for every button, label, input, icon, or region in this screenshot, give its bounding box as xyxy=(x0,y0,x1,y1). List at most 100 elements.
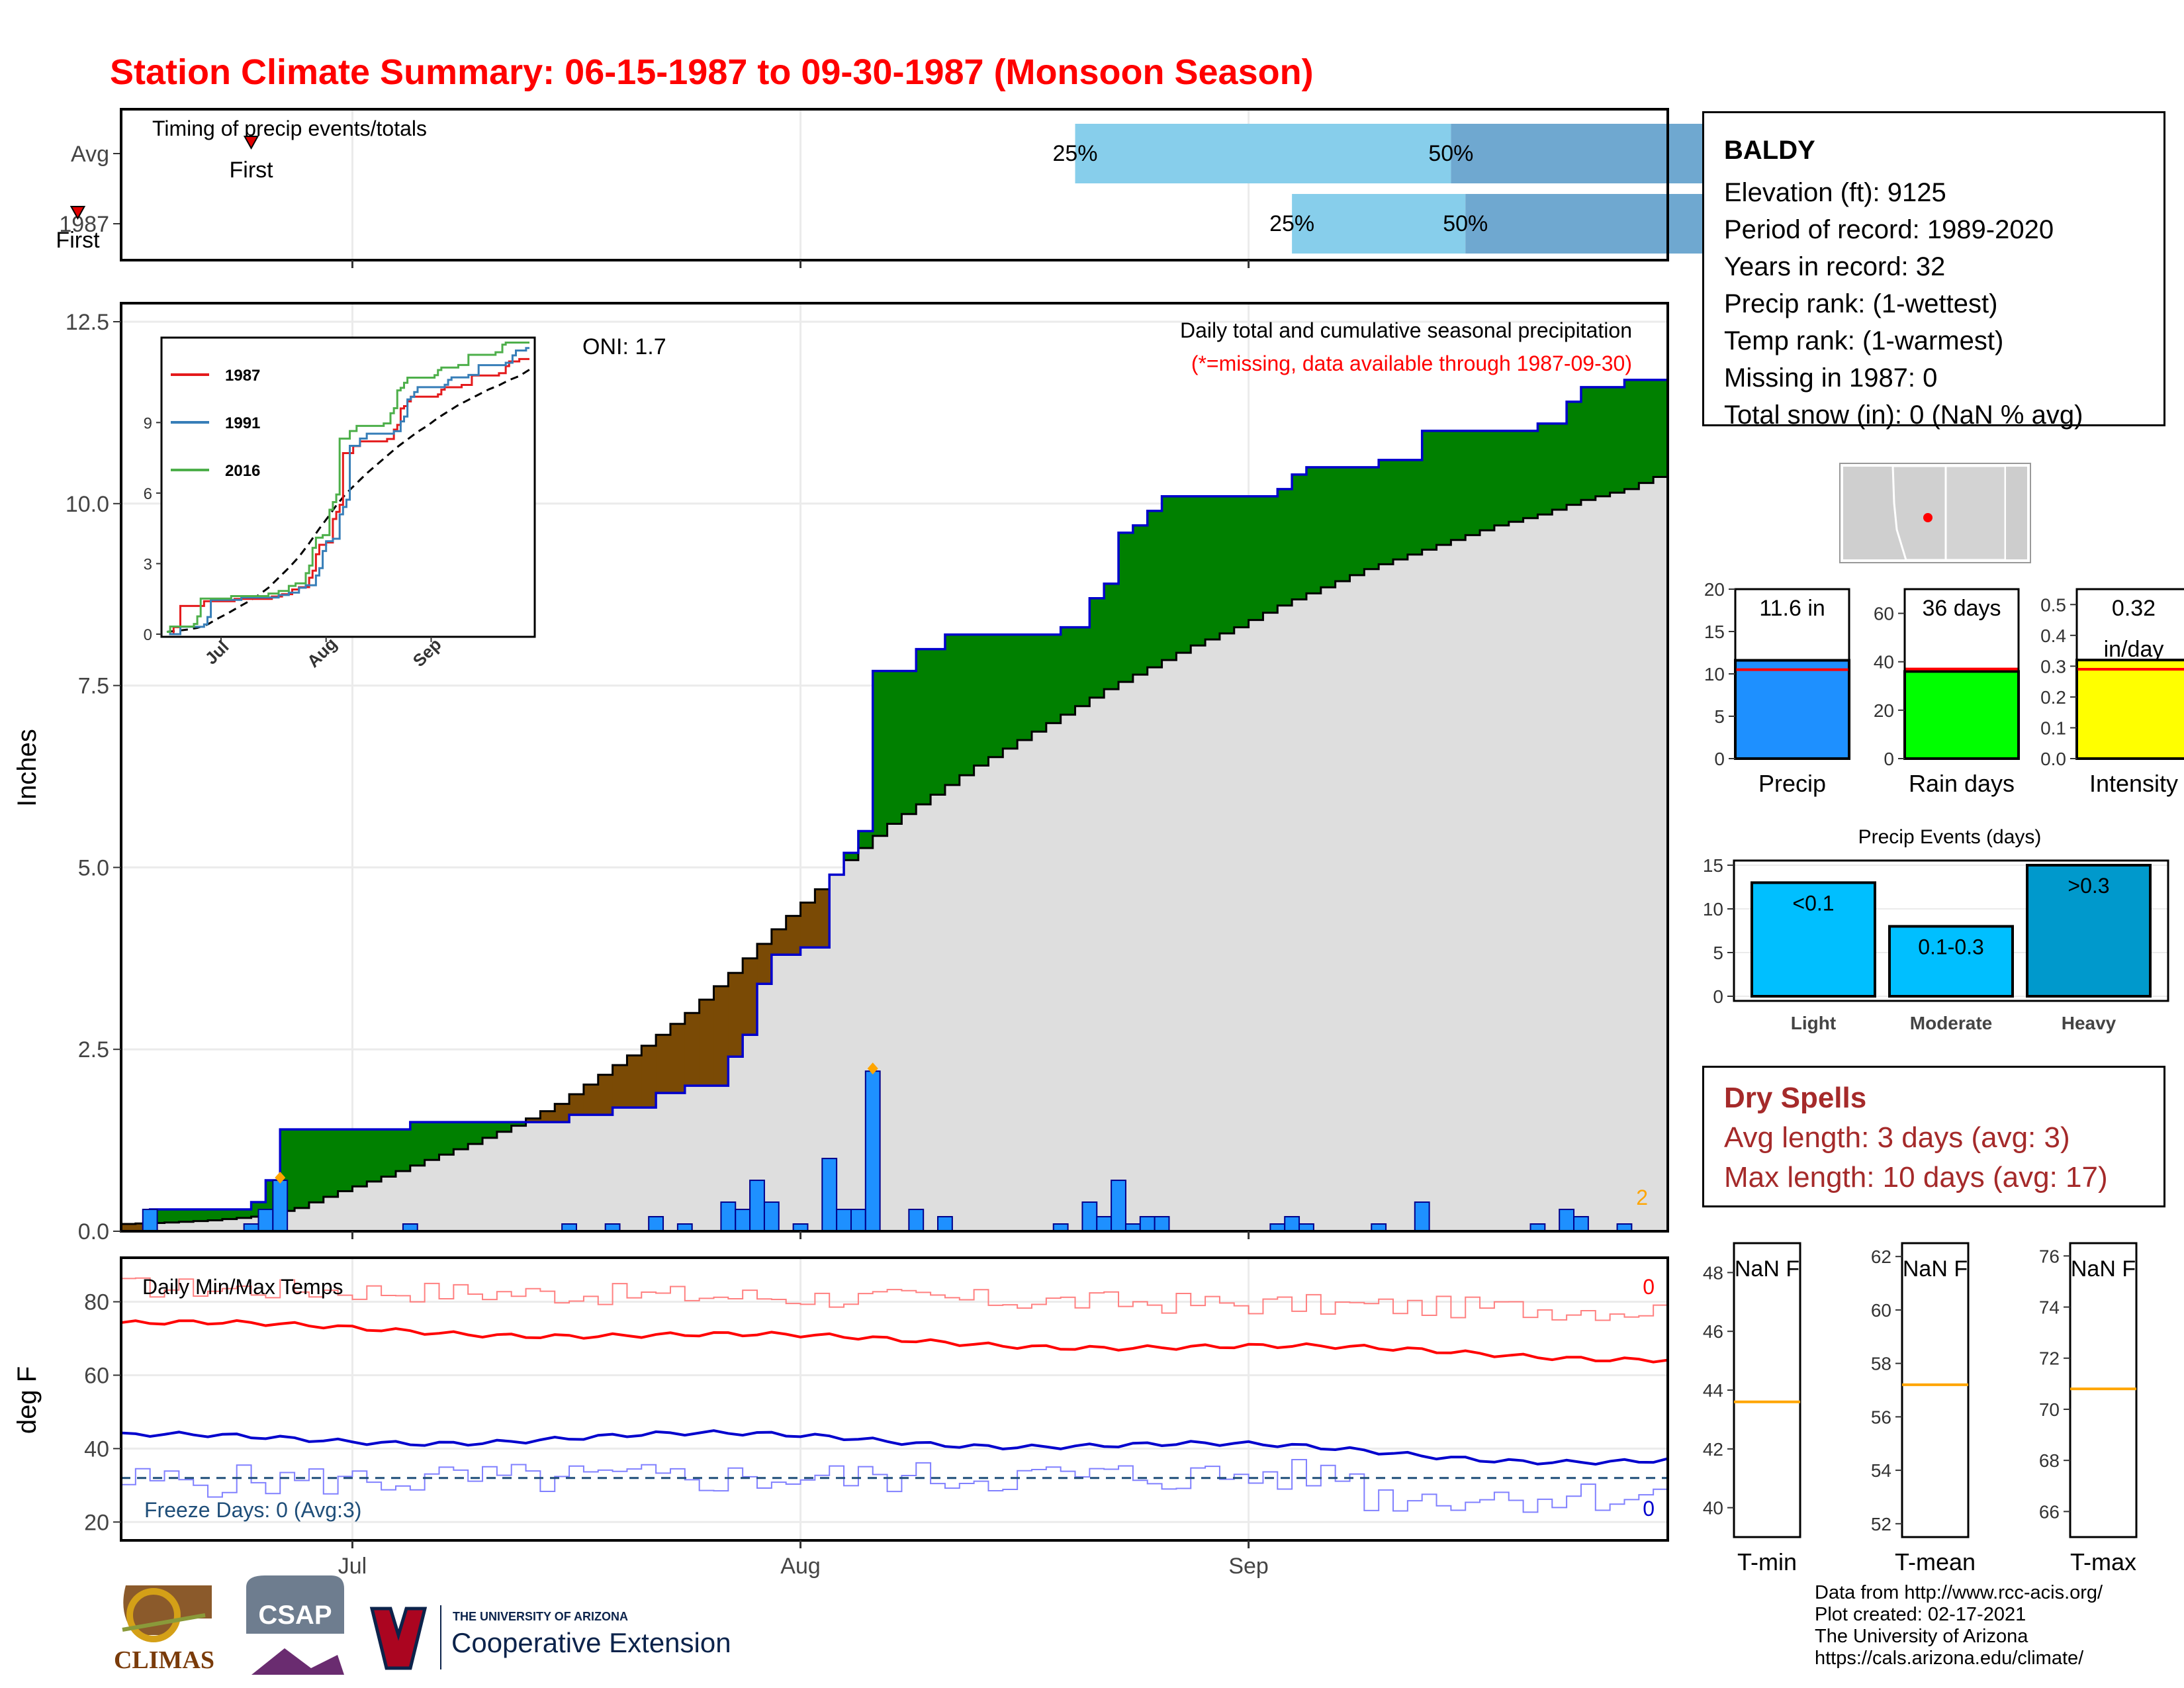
timing-row-label: 1987 xyxy=(59,212,109,237)
temp-ylabel: deg F xyxy=(13,1366,42,1434)
above-avg-area xyxy=(931,649,946,795)
above-avg-area xyxy=(482,1122,498,1138)
above-avg-area xyxy=(439,1122,454,1155)
ua-logo-big-text: Cooperative Extension xyxy=(451,1627,731,1658)
freeze-days-label: Freeze Days: 0 (Avg:3) xyxy=(144,1498,361,1522)
page-title: Station Climate Summary: 06-15-1987 to 0… xyxy=(110,52,1314,92)
events-ytick-label: 5 xyxy=(1713,943,1723,963)
events-frame xyxy=(1733,859,2169,1002)
below-avg-area xyxy=(555,1103,570,1123)
events-title: Precip Events (days) xyxy=(1858,826,2042,848)
above-avg-area xyxy=(1537,423,1553,515)
credit-line: The University of Arizona xyxy=(1815,1626,2028,1647)
timing-row-label: Avg xyxy=(71,142,109,167)
stat-box-frame xyxy=(1903,588,2020,760)
below-avg-area xyxy=(670,1023,686,1094)
above-avg-area xyxy=(222,1209,238,1219)
above-avg-area xyxy=(453,1122,469,1150)
inset-ytick-label: 6 xyxy=(144,485,152,503)
tbox-value: NaN F xyxy=(1903,1256,1968,1282)
stat-value-sub: in/day xyxy=(2104,637,2164,662)
map-state-az xyxy=(1891,465,1947,561)
csap-mountain-icon xyxy=(251,1648,344,1675)
above-avg-area xyxy=(944,634,960,785)
above-avg-area xyxy=(1031,634,1047,732)
inset-series-line xyxy=(167,357,529,635)
above-avg-area xyxy=(1046,634,1062,724)
dry-spells-title: Dry Spells xyxy=(1724,1082,1867,1114)
tbox-label: T-max xyxy=(2070,1548,2136,1575)
stat-ytick-label: 0.5 xyxy=(2040,594,2066,615)
above-avg-area xyxy=(308,1129,324,1203)
days-over-count: 2 xyxy=(1636,1186,1648,1209)
above-avg-area xyxy=(193,1209,208,1221)
above-avg-area xyxy=(1320,467,1336,588)
map-state-nm xyxy=(1944,465,2007,561)
events-bar xyxy=(1888,925,2014,998)
above-avg-area xyxy=(295,1129,310,1208)
above-avg-area xyxy=(1567,401,1582,505)
events-bar xyxy=(1751,881,1876,998)
events-bar-label: >0.3 xyxy=(2068,874,2109,898)
timing-box-25-50 xyxy=(1075,124,1451,183)
stat-label: Intensity xyxy=(2089,770,2178,797)
cold-days-count: 0 xyxy=(1643,1497,1655,1521)
dry-spells-max: Max length: 10 days (avg: 17) xyxy=(1724,1161,2108,1194)
daily-precip-bar xyxy=(763,1201,780,1232)
events-bar xyxy=(2026,864,2152,998)
tbox-ytick-label: 72 xyxy=(2039,1348,2060,1369)
tbox-frame xyxy=(1733,1242,1801,1538)
stat-ytick-label: 5 xyxy=(1714,706,1725,727)
daily-precip-bar xyxy=(1559,1209,1575,1233)
precip-ytick-label: 5.0 xyxy=(78,855,109,880)
above-avg-area xyxy=(1595,387,1611,496)
info-line: Elevation (ft): 9125 xyxy=(1724,178,1946,207)
above-avg-area xyxy=(1003,634,1018,749)
climas-logo-text: CLIMAS xyxy=(114,1646,214,1674)
map-state-tx xyxy=(2005,465,2028,561)
ua-logo-small-text: THE UNIVERSITY OF ARIZONA xyxy=(453,1610,628,1623)
timing-quantile-label: 25% xyxy=(1269,211,1314,236)
stat-value-label: 36 days xyxy=(1922,596,2001,621)
below-avg-area xyxy=(699,1000,715,1086)
above-avg-area xyxy=(1523,430,1539,518)
daily-precip-bar xyxy=(257,1209,274,1233)
precip-ytick-label: 12.5 xyxy=(66,310,109,335)
station-location-marker xyxy=(1923,513,1933,522)
above-avg-area xyxy=(887,671,903,824)
below-avg-area xyxy=(121,1224,136,1231)
stat-box-frame xyxy=(2075,588,2184,760)
below-avg-area xyxy=(800,902,815,948)
timing-first-label: First xyxy=(56,228,100,253)
above-avg-area xyxy=(511,1122,527,1126)
daily-precip-bar xyxy=(1139,1216,1156,1232)
tbox-ytick-label: 74 xyxy=(2039,1297,2060,1318)
above-avg-area xyxy=(1335,467,1351,582)
credit-line: Plot created: 02-17-2021 xyxy=(1815,1604,2026,1625)
inset-ytick-label: 3 xyxy=(144,555,152,573)
above-avg-area xyxy=(395,1129,411,1172)
daily-precip-bar xyxy=(821,1158,838,1232)
below-avg-area xyxy=(713,986,729,1086)
daily-precip-bar xyxy=(720,1201,737,1232)
below-avg-area xyxy=(540,1111,555,1123)
events-bar-label: <0.1 xyxy=(1792,891,1834,915)
timing-label: Timing of precip events/totals xyxy=(152,117,427,140)
above-avg-area xyxy=(1306,467,1322,594)
below-avg-area xyxy=(815,889,830,948)
stat-ytick-label: 0 xyxy=(1714,749,1725,769)
above-avg-area xyxy=(1176,496,1191,653)
info-line: Temp rank: (1-warmest) xyxy=(1724,326,2004,355)
info-line: Missing in 1987: 0 xyxy=(1724,363,1938,393)
stat-label: Rain days xyxy=(1909,770,2015,797)
above-avg-area xyxy=(988,634,1003,757)
above-avg-area xyxy=(1248,496,1264,620)
timing-quantile-label: 50% xyxy=(1428,141,1473,166)
above-avg-area xyxy=(858,831,874,849)
above-avg-area xyxy=(1017,634,1032,741)
missing-marker xyxy=(867,1062,878,1075)
above-avg-area xyxy=(352,1129,367,1187)
daily-precip-bar xyxy=(142,1209,158,1233)
below-avg-area xyxy=(598,1074,614,1115)
above-avg-area xyxy=(1075,627,1090,706)
